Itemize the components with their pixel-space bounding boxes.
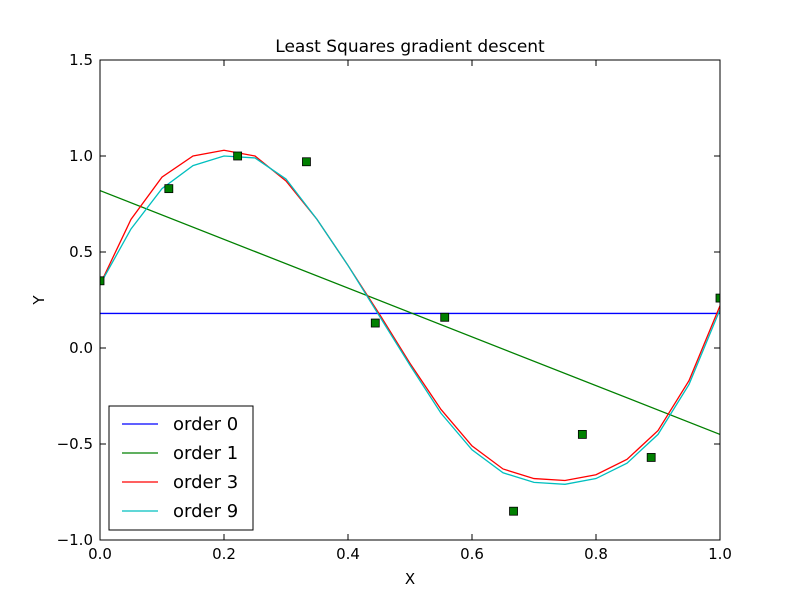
data-layer [100, 149, 720, 516]
y-axis-label: Y [30, 295, 48, 306]
data-point [164, 184, 174, 194]
x-tick-label: 0.6 [460, 545, 484, 563]
data-point [100, 276, 105, 286]
legend-label: order 1 [173, 443, 238, 464]
legend: order 0 order 1 order 3 order 9 [108, 405, 254, 531]
series-line-order-1 [100, 189, 720, 436]
legend-label: order 9 [173, 501, 238, 522]
plot-area: 0.0 0.2 0.4 0.6 0.8 1.0 −1.0 −0.5 0.0 0.5 1.0 1.5 or… [57, 51, 732, 563]
legend-box [108, 405, 254, 531]
data-point [302, 157, 311, 167]
data-point [440, 312, 450, 322]
y-tick-label: −0.5 [57, 435, 93, 453]
data-point [233, 151, 243, 161]
y-tick-label: 0.0 [69, 339, 93, 357]
x-tick-label: 0.2 [212, 545, 236, 563]
data-point [370, 318, 380, 328]
legend-label: order 0 [173, 414, 238, 435]
data-point [577, 429, 587, 439]
x-tick-label: 0.4 [336, 545, 360, 563]
chart-title: Least Squares gradient descent [275, 37, 545, 57]
x-tick-label: 1.0 [708, 545, 732, 563]
y-tick-label: −1.0 [57, 531, 93, 549]
y-tick-label: 1.5 [69, 51, 93, 69]
legend-label: order 3 [173, 472, 238, 493]
data-point [715, 293, 720, 303]
x-tick-label: 0.8 [584, 545, 608, 563]
x-axis-label: X [405, 570, 415, 588]
series-line-order-9 [100, 155, 720, 485]
data-point [509, 506, 518, 516]
axes-frame [99, 59, 721, 541]
x-tick-label: 0.0 [88, 545, 112, 563]
series-line-order-3 [100, 149, 720, 482]
y-tick-label: 0.5 [69, 243, 93, 261]
y-tick-label: 1.0 [69, 147, 93, 165]
data-point [646, 453, 656, 462]
